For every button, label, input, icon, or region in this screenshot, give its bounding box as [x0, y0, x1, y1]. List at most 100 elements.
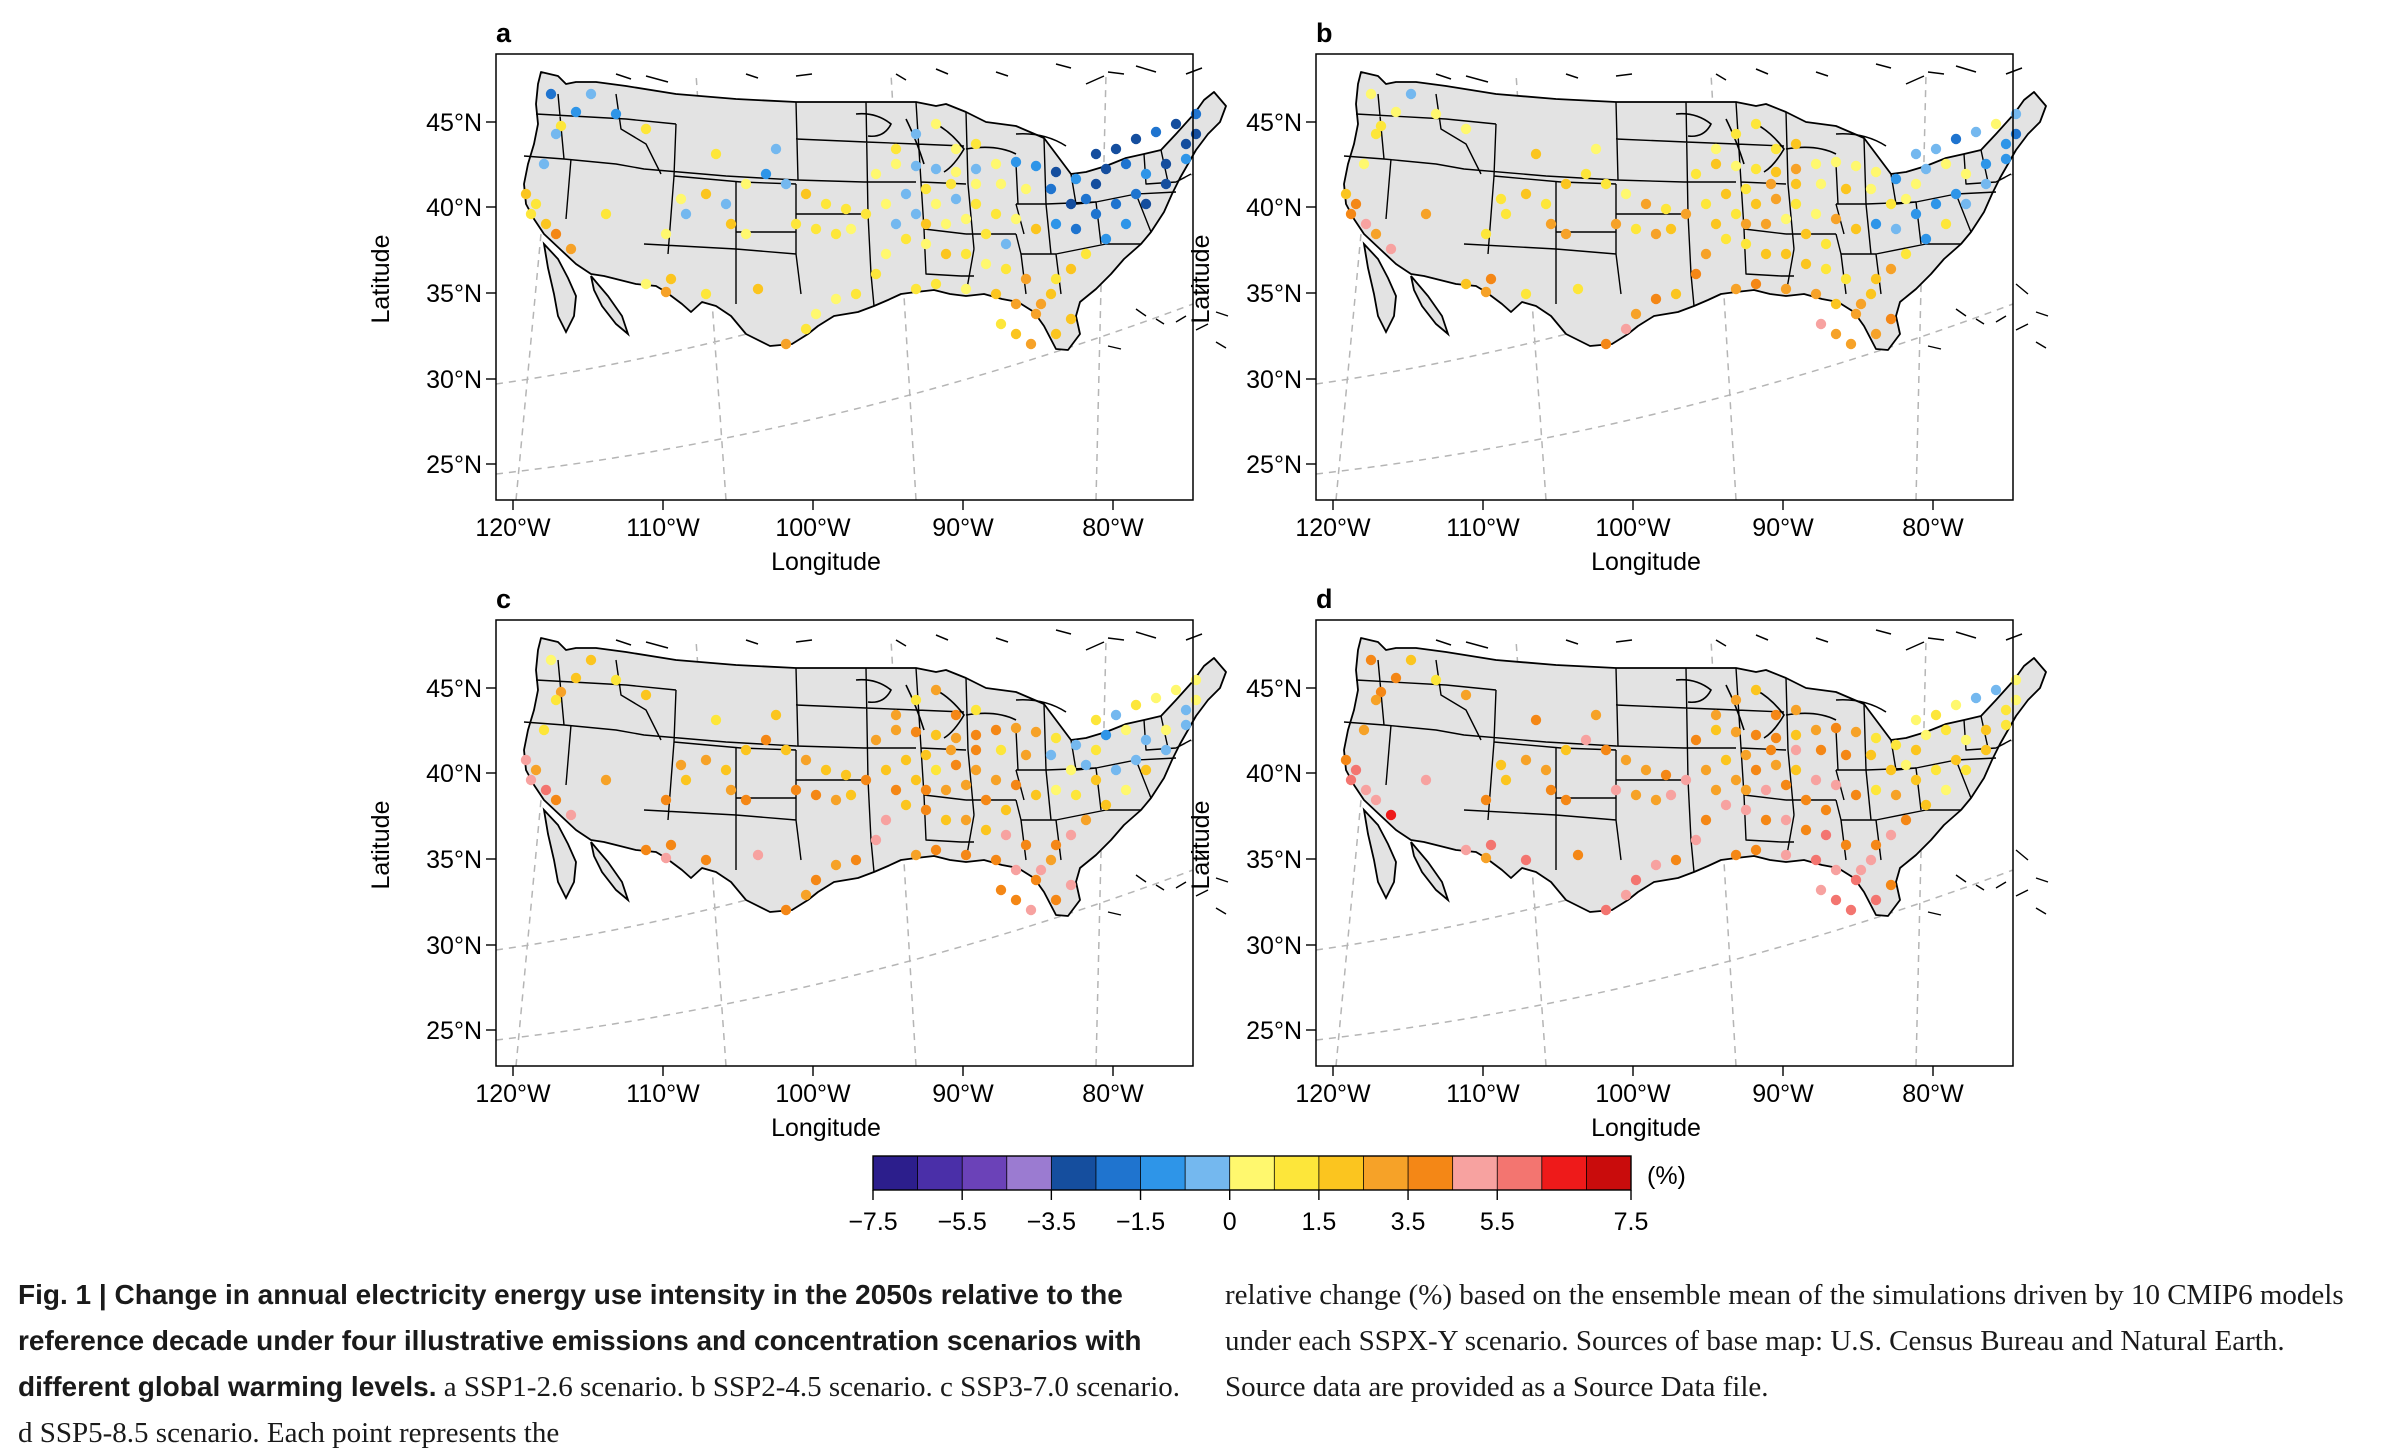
- site-point: [930, 278, 942, 290]
- site-point: [1840, 273, 1852, 285]
- site-point: [910, 726, 922, 738]
- lat-tick-label: 30°N: [426, 366, 482, 394]
- site-point: [1150, 126, 1162, 138]
- site-point: [1370, 128, 1382, 140]
- site-point: [1050, 166, 1062, 178]
- site-point: [1010, 298, 1022, 310]
- site-point: [1870, 218, 1882, 230]
- colorbar-tick-label: 1.5: [1301, 1208, 1336, 1236]
- site-point: [1865, 854, 1877, 866]
- site-point: [870, 834, 882, 846]
- lon-tick-label: 110°W: [1446, 1080, 1520, 1108]
- site-point: [1870, 732, 1882, 744]
- site-point: [870, 168, 882, 180]
- site-point: [1620, 188, 1632, 200]
- site-point: [900, 799, 912, 811]
- site-point: [1650, 228, 1662, 240]
- site-point: [660, 228, 672, 240]
- site-point: [1572, 849, 1584, 861]
- site-point: [1720, 799, 1732, 811]
- site-point: [1780, 814, 1792, 826]
- colorbar-swatch: [1051, 1156, 1097, 1190]
- site-point: [1900, 248, 1912, 260]
- site-point: [1940, 218, 1952, 230]
- site-point: [880, 248, 892, 260]
- site-point: [1365, 88, 1377, 100]
- site-point: [1810, 208, 1822, 220]
- site-point: [1970, 126, 1982, 138]
- site-point: [780, 744, 792, 756]
- site-point: [830, 794, 842, 806]
- site-point: [950, 143, 962, 155]
- colorbar-tick-label: 0: [1223, 1208, 1237, 1236]
- site-point: [1340, 754, 1352, 766]
- site-point: [900, 188, 912, 200]
- panel-a: a 120°W 110°W 100°W 90°W 80°W 45°N 40°N 35°N 30°N…: [367, 18, 1229, 576]
- site-point: [1030, 160, 1042, 172]
- site-point: [1035, 298, 1047, 310]
- panel-b: b 120°W 110°W 100°W 90°W 80°W 45°N 40°N 35°N 30°N…: [1187, 18, 2049, 576]
- site-point: [800, 889, 812, 901]
- lon-tick-label: 120°W: [475, 514, 551, 542]
- site-point: [950, 732, 962, 744]
- site-point: [1740, 749, 1752, 761]
- lon-tick-label: 100°W: [1595, 1080, 1671, 1108]
- site-point: [1690, 734, 1702, 746]
- site-point: [960, 849, 972, 861]
- site-point: [1730, 694, 1742, 706]
- site-point: [1460, 844, 1472, 856]
- site-point: [1110, 764, 1122, 776]
- site-point: [1050, 273, 1062, 285]
- site-point: [1980, 158, 1992, 170]
- site-point: [1890, 223, 1902, 235]
- site-point: [700, 288, 712, 300]
- y-axis-title: Latitude: [367, 801, 395, 890]
- site-point: [1405, 88, 1417, 100]
- site-point: [1120, 784, 1132, 796]
- site-point: [960, 779, 972, 791]
- site-point: [1690, 168, 1702, 180]
- site-point: [1100, 729, 1112, 741]
- site-point: [725, 218, 737, 230]
- site-point: [1710, 709, 1722, 721]
- site-point: [640, 689, 652, 701]
- colorbar-tick-label: −3.5: [1027, 1208, 1076, 1236]
- site-point: [1100, 163, 1112, 175]
- site-point: [880, 198, 892, 210]
- site-point: [1050, 839, 1062, 851]
- site-point: [545, 654, 557, 666]
- site-point: [1855, 298, 1867, 310]
- site-point: [1130, 188, 1142, 200]
- y-axis-title: Latitude: [1187, 801, 1215, 890]
- site-point: [1160, 158, 1172, 170]
- site-point: [1930, 143, 1942, 155]
- site-point: [1990, 684, 2002, 696]
- site-point: [790, 218, 802, 230]
- site-point: [1430, 108, 1442, 120]
- site-point: [1780, 248, 1792, 260]
- site-point: [1830, 328, 1842, 340]
- site-point: [1810, 158, 1822, 170]
- site-point: [970, 729, 982, 741]
- site-point: [1850, 223, 1862, 235]
- site-point: [1480, 286, 1492, 298]
- site-point: [970, 764, 982, 776]
- site-point: [910, 774, 922, 786]
- site-point: [1560, 228, 1572, 240]
- site-points: [1340, 88, 2022, 350]
- site-point: [1020, 273, 1032, 285]
- site-point: [1110, 709, 1122, 721]
- site-point: [950, 709, 962, 721]
- site-point: [1480, 228, 1492, 240]
- x-axis-title: Longitude: [771, 548, 881, 576]
- site-point: [555, 686, 567, 698]
- site-point: [1100, 233, 1112, 245]
- site-point: [1375, 120, 1387, 132]
- site-point: [1572, 283, 1584, 295]
- site-point: [930, 163, 942, 175]
- site-point: [525, 774, 537, 786]
- site-point: [700, 854, 712, 866]
- site-point: [1870, 328, 1882, 340]
- site-point: [930, 729, 942, 741]
- site-point: [1050, 218, 1062, 230]
